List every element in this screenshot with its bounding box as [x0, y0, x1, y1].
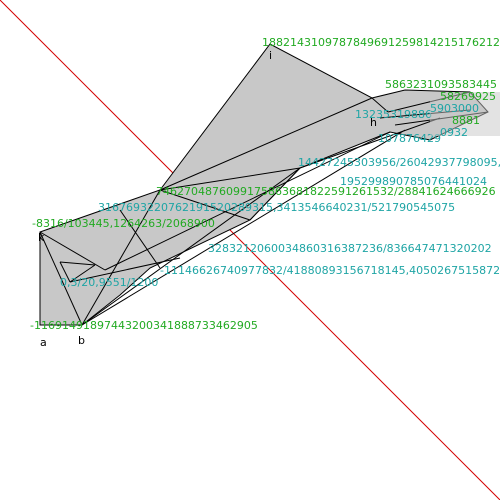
- point-label-b: b: [78, 334, 85, 347]
- point-label-h: h: [370, 116, 377, 129]
- point-label-k: k: [38, 231, 45, 244]
- coord-label-k: -8316/103445,1264263/2068900: [32, 217, 215, 230]
- label-cluster: 58269925 5903000 8881 0932: [430, 90, 500, 139]
- coord-label-top-right: 5863231093583445: [385, 78, 497, 91]
- cluster-text-2: 5903000: [430, 102, 479, 115]
- coord-label-teal-5: 195299890785076441024: [340, 175, 487, 188]
- edges: [39, 91, 489, 326]
- coord-label-teal-2: -11146626740977832/41880893156718145,405…: [160, 264, 500, 277]
- coord-label-mid: 7462704876099175863681822591261532/28841…: [156, 185, 496, 198]
- cluster-text-1: 58269925: [440, 90, 496, 103]
- point-label-a: a: [40, 336, 47, 349]
- coord-label-teal-4: 14427245303956/26042937798095,3984: [298, 156, 500, 169]
- coord-label-i: 1882143109787849691259814215176212: [262, 36, 500, 49]
- cluster-text-3: 8881: [452, 114, 480, 127]
- coord-label-teal-7: 13235319886: [355, 108, 432, 121]
- coord-label-a: -11691491897443200341888733462905: [30, 319, 258, 332]
- coord-label-teal-6: 0,3/20,9551/1200: [60, 276, 158, 289]
- cluster-text-4: 0932: [440, 126, 468, 139]
- coord-label-teal-3: 3283212060034860316387236/83664747132020…: [208, 242, 492, 255]
- coord-label-teal-1: 3167693220762191520289315,3413546640231/…: [98, 201, 455, 214]
- filled-polygon: [39, 43, 489, 326]
- coord-label-teal-8: 107876429: [378, 132, 441, 145]
- point-label-i: i: [269, 49, 272, 62]
